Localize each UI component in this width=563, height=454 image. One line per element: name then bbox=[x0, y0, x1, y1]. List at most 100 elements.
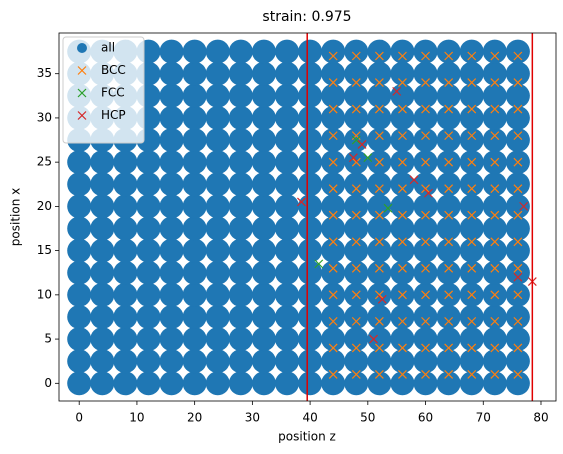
point bbox=[251, 327, 276, 352]
point bbox=[182, 39, 207, 64]
point bbox=[505, 83, 530, 108]
point bbox=[467, 104, 477, 114]
point bbox=[67, 371, 92, 396]
point bbox=[298, 83, 323, 108]
point bbox=[421, 316, 430, 326]
point bbox=[390, 260, 415, 285]
point bbox=[490, 370, 500, 379]
point bbox=[159, 105, 184, 130]
point bbox=[374, 131, 384, 141]
marker-stroke bbox=[351, 290, 361, 300]
point bbox=[513, 343, 523, 353]
point bbox=[159, 39, 184, 64]
point bbox=[351, 78, 361, 87]
point bbox=[398, 131, 407, 141]
marker-stroke bbox=[421, 51, 430, 61]
marker-stroke bbox=[467, 343, 477, 353]
point bbox=[344, 83, 369, 108]
marker-stroke bbox=[374, 184, 384, 194]
point bbox=[374, 370, 384, 379]
point bbox=[374, 104, 384, 114]
point bbox=[351, 343, 361, 353]
point bbox=[90, 282, 115, 307]
point bbox=[67, 172, 92, 197]
point bbox=[482, 216, 507, 241]
marker-stroke bbox=[467, 210, 477, 220]
point bbox=[136, 371, 161, 396]
point bbox=[444, 210, 454, 220]
marker-stroke bbox=[77, 88, 87, 98]
marker-stroke bbox=[467, 263, 477, 273]
x-tick-label: 40 bbox=[302, 411, 317, 425]
point bbox=[490, 104, 500, 114]
point bbox=[321, 194, 346, 219]
point bbox=[374, 210, 384, 220]
marker-stroke bbox=[351, 157, 361, 167]
point bbox=[513, 290, 523, 300]
point bbox=[413, 83, 438, 108]
point bbox=[113, 194, 138, 219]
point bbox=[275, 128, 300, 153]
point bbox=[398, 316, 407, 326]
point bbox=[459, 194, 484, 219]
point bbox=[228, 238, 253, 263]
point bbox=[113, 238, 138, 263]
point bbox=[344, 216, 369, 241]
point bbox=[413, 194, 438, 219]
marker-stroke bbox=[409, 175, 419, 185]
point bbox=[482, 260, 507, 285]
point bbox=[513, 370, 523, 379]
marker-stroke bbox=[328, 316, 338, 326]
marker-stroke bbox=[467, 51, 477, 61]
point bbox=[321, 39, 346, 64]
marker-stroke bbox=[444, 370, 454, 379]
marker-stroke bbox=[513, 370, 523, 379]
marker-stroke bbox=[398, 78, 407, 87]
marker-stroke bbox=[490, 51, 500, 61]
point bbox=[321, 327, 346, 352]
point bbox=[367, 39, 392, 64]
point bbox=[482, 105, 507, 130]
point bbox=[328, 290, 338, 300]
point bbox=[482, 304, 507, 329]
point bbox=[467, 157, 477, 167]
point bbox=[159, 238, 184, 263]
point bbox=[67, 282, 92, 307]
point bbox=[344, 349, 369, 374]
y-axis-label: position x bbox=[9, 188, 23, 246]
point bbox=[351, 184, 361, 194]
point bbox=[383, 203, 393, 213]
point bbox=[136, 327, 161, 352]
point bbox=[398, 78, 407, 87]
marker-stroke bbox=[421, 290, 430, 300]
point bbox=[351, 104, 361, 114]
point bbox=[67, 327, 92, 352]
point bbox=[228, 61, 253, 86]
marker-stroke bbox=[490, 184, 500, 194]
point bbox=[275, 260, 300, 285]
point bbox=[90, 371, 115, 396]
point bbox=[298, 128, 323, 153]
point bbox=[205, 238, 230, 263]
point bbox=[444, 343, 454, 353]
marker-stroke bbox=[490, 78, 500, 87]
point bbox=[351, 263, 361, 273]
point bbox=[251, 349, 276, 374]
point bbox=[159, 349, 184, 374]
marker-stroke bbox=[398, 370, 407, 379]
point bbox=[298, 371, 323, 396]
point bbox=[321, 172, 346, 197]
point bbox=[298, 61, 323, 86]
point bbox=[298, 216, 323, 241]
point bbox=[374, 343, 384, 353]
y-tick-label: 25 bbox=[37, 155, 52, 169]
point bbox=[482, 83, 507, 108]
point bbox=[182, 105, 207, 130]
point bbox=[413, 238, 438, 263]
point bbox=[482, 327, 507, 352]
point bbox=[67, 150, 92, 175]
point bbox=[357, 140, 367, 149]
point bbox=[374, 290, 384, 300]
point bbox=[390, 349, 415, 374]
